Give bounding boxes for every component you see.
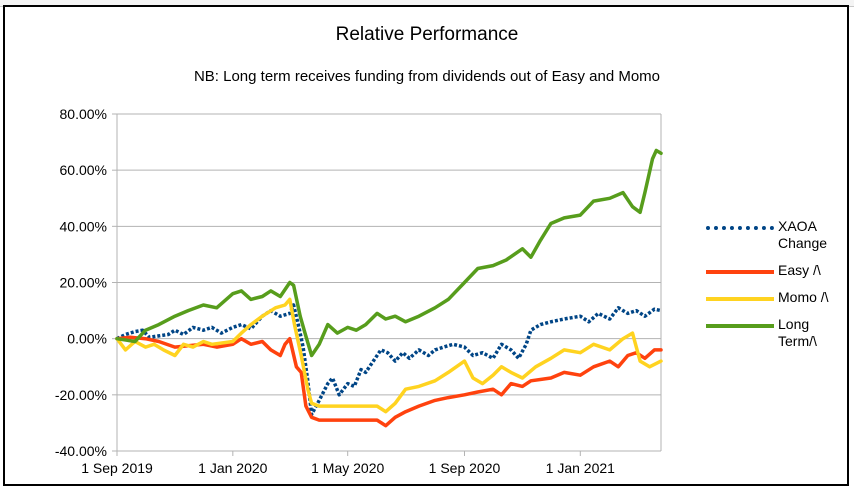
x-tick-labels: 1 Sep 2019 1 Jan 2020 1 May 2020 1 Sep 2020… [81, 460, 615, 476]
series-line-2 [115, 335, 663, 428]
legend-label-line: Change [778, 235, 828, 251]
axes [112, 113, 662, 456]
y-tick-label: -20.00% [55, 387, 107, 403]
series-lines [115, 148, 663, 428]
series-line-3 [115, 297, 663, 414]
x-tick-label: 1 Jan 2020 [198, 460, 267, 476]
legend-label: Long Term/\ [778, 316, 848, 350]
y-tick-labels: 80.00% 60.00% 40.00% 20.00% 0.00% -20.00% -40.… [55, 106, 107, 459]
legend-swatch [706, 270, 774, 274]
legend-label-line: Momo /\ [778, 289, 829, 305]
x-tick-label: 1 Sep 2020 [429, 460, 501, 476]
chart-title: Relative Performance [335, 24, 519, 45]
grid-lines [117, 113, 661, 452]
legend-label-line: Easy /\ [778, 262, 821, 278]
chart-subtitle: NB: Long term receives funding from divi… [193, 68, 661, 85]
legend-label: Easy /\ [778, 262, 848, 279]
y-tick-label: 80.00% [60, 106, 107, 122]
legend-label: XAOA Change [778, 218, 848, 252]
legend-swatch [706, 297, 774, 301]
series-line-4 [115, 148, 663, 358]
x-tick-label: 1 Jan 2021 [546, 460, 615, 476]
y-tick-label: 40.00% [60, 218, 107, 234]
legend-label-line: XAOA [778, 218, 817, 234]
series-line-1 [116, 303, 662, 417]
y-tick-label: -40.00% [55, 443, 107, 459]
x-tick-label: 1 May 2020 [311, 460, 384, 476]
y-tick-label: 20.00% [60, 275, 107, 291]
y-tick-label: 0.00% [67, 331, 107, 347]
chart-frame [3, 5, 849, 486]
legend-swatch [706, 324, 774, 328]
y-tick-label: 60.00% [60, 162, 107, 178]
legend-label-line: Term/\ [778, 333, 817, 349]
x-tick-label: 1 Sep 2019 [81, 460, 153, 476]
legend-swatch [706, 226, 774, 230]
legend-label-line: Long [778, 316, 810, 332]
legend-label: Momo /\ [778, 289, 848, 306]
